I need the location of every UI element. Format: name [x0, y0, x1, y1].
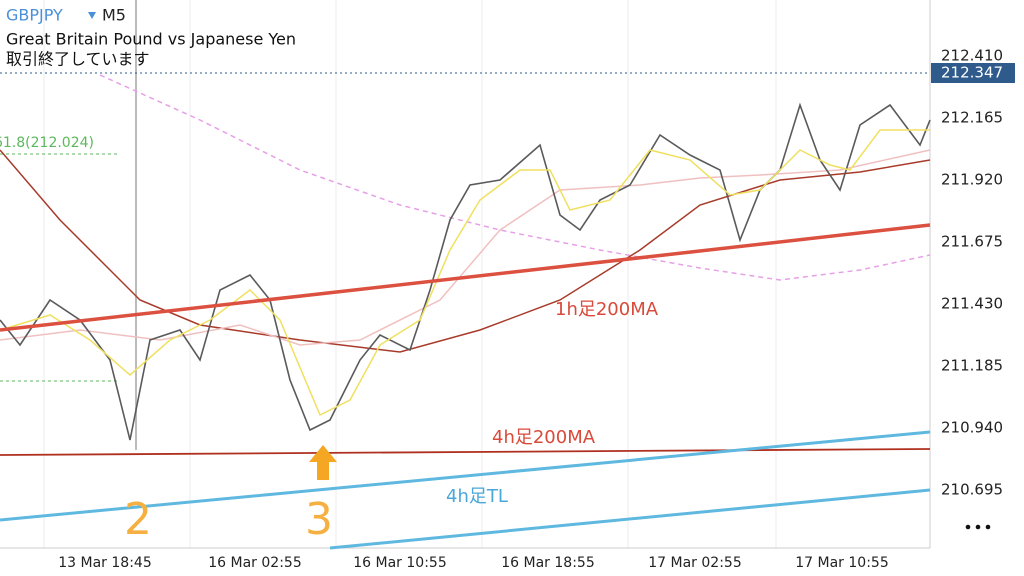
ma-line: [0, 149, 931, 353]
symbol[interactable]: GBPJPY: [6, 6, 63, 25]
ma-4h-line: [0, 448, 931, 456]
price-path: [0, 102, 931, 441]
current-price-box: [931, 63, 1015, 83]
menu-dot[interactable]: [975, 524, 981, 530]
time-label: 16 Mar 18:55: [501, 555, 594, 571]
price-label: 212.410: [941, 47, 1003, 65]
price-label: 211.920: [941, 171, 1003, 189]
trendline-label: 4h足TL: [446, 486, 508, 507]
current-price: 212.347: [941, 64, 1003, 82]
point-label: 3: [305, 494, 333, 545]
dropdown-icon[interactable]: [88, 12, 96, 19]
time-label: 17 Mar 02:55: [648, 555, 741, 571]
time-grid: [43, 0, 777, 548]
price-label: 211.675: [941, 233, 1003, 251]
time-label: 16 Mar 02:55: [208, 555, 301, 571]
time-label: 13 Mar 18:45: [58, 555, 151, 571]
trendline: [329, 488, 931, 550]
status: 取引終了しています: [6, 50, 150, 69]
ma-4h-label: 4h足200MA: [492, 427, 596, 448]
price-label: 212.165: [941, 109, 1003, 127]
ma-line: [99, 74, 931, 281]
ma-1h-line: [0, 223, 931, 332]
fibo-label: 61.8(212.024): [0, 135, 94, 151]
menu-dot[interactable]: [985, 524, 991, 530]
price-label: 210.695: [941, 481, 1003, 499]
arrow-up: [309, 445, 337, 480]
price-label: 211.185: [941, 357, 1003, 375]
point-label: 2: [124, 494, 152, 545]
time-label: 17 Mar 10:55: [795, 555, 888, 571]
menu-dot[interactable]: [965, 524, 971, 530]
price-label: 210.940: [941, 419, 1003, 437]
trendline: [0, 430, 931, 522]
timeframe[interactable]: M5: [102, 6, 126, 25]
description: Great Britain Pound vs Japanese Yen: [6, 30, 296, 49]
time-label: 16 Mar 10:55: [353, 555, 446, 571]
price-label: 211.430: [941, 295, 1003, 313]
ma-line: [0, 129, 930, 417]
ma-1h-label: 1h足200MA: [555, 299, 659, 320]
